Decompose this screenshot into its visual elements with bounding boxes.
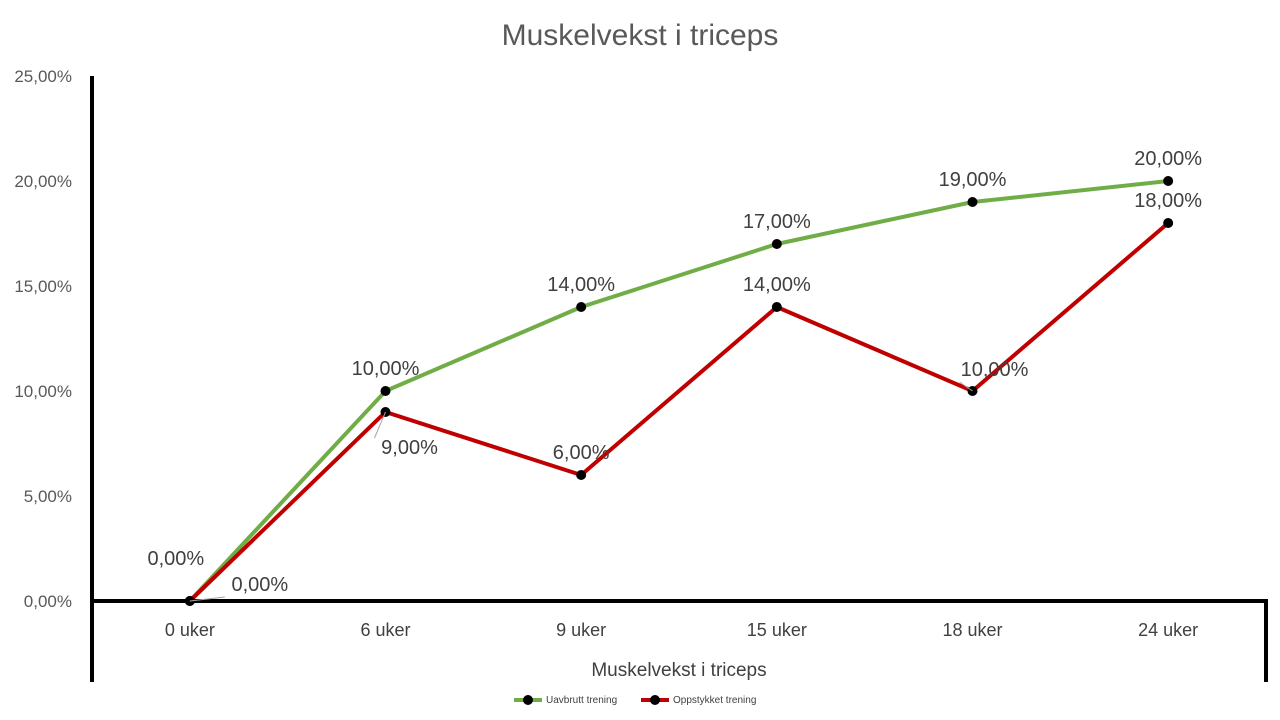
- legend-marker: [523, 695, 533, 705]
- leader-line: [189, 596, 225, 602]
- data-label: 18,00%: [1134, 190, 1202, 212]
- x-tick-label: 24 uker: [1138, 620, 1198, 640]
- chart-title: Muskelvekst i triceps: [502, 19, 779, 52]
- x-tick-label: 18 uker: [942, 620, 1002, 640]
- data-label: 6,00%: [553, 442, 610, 464]
- data-point: [967, 197, 978, 207]
- data-label: 0,00%: [231, 574, 288, 596]
- data-label: 10,00%: [961, 359, 1029, 381]
- legend-marker: [650, 695, 660, 705]
- data-point: [1163, 218, 1174, 228]
- data-point: [1163, 176, 1174, 186]
- y-tick-label: 5,00%: [24, 487, 72, 506]
- series-line-2: [188, 221, 1170, 603]
- data-label: 14,00%: [547, 274, 615, 296]
- data-label: 19,00%: [939, 169, 1007, 191]
- data-label: 0,00%: [147, 548, 204, 570]
- y-tick-label: 0,00%: [24, 592, 72, 611]
- x-tick-label: 0 uker: [165, 620, 215, 640]
- x-tick-label: 9 uker: [556, 620, 606, 640]
- leader-line: [374, 411, 386, 439]
- y-tick-label: 15,00%: [14, 277, 72, 296]
- y-tick-label: 10,00%: [14, 382, 72, 401]
- leader-line: [959, 381, 973, 392]
- data-label: 14,00%: [743, 274, 811, 296]
- legend-label-1: Uavbrutt trening: [546, 695, 617, 706]
- data-point: [576, 302, 587, 312]
- y-tick-label: 20,00%: [14, 172, 72, 191]
- data-label: 20,00%: [1134, 148, 1202, 170]
- x-axis-label: Muskelvekst i triceps: [591, 660, 766, 681]
- data-label: 10,00%: [352, 358, 420, 380]
- x-tick-label: 15 uker: [747, 620, 807, 640]
- data-label: 17,00%: [743, 211, 811, 233]
- data-label: 9,00%: [381, 437, 438, 459]
- data-point: [576, 470, 587, 480]
- data-point: [771, 239, 782, 249]
- x-tick-label: 6 uker: [360, 620, 410, 640]
- y-tick-label: 25,00%: [14, 67, 72, 86]
- legend-label-2: Oppstykket trening: [673, 695, 756, 706]
- data-point: [771, 302, 782, 312]
- data-point: [380, 386, 391, 396]
- series-line-1: [188, 179, 1169, 603]
